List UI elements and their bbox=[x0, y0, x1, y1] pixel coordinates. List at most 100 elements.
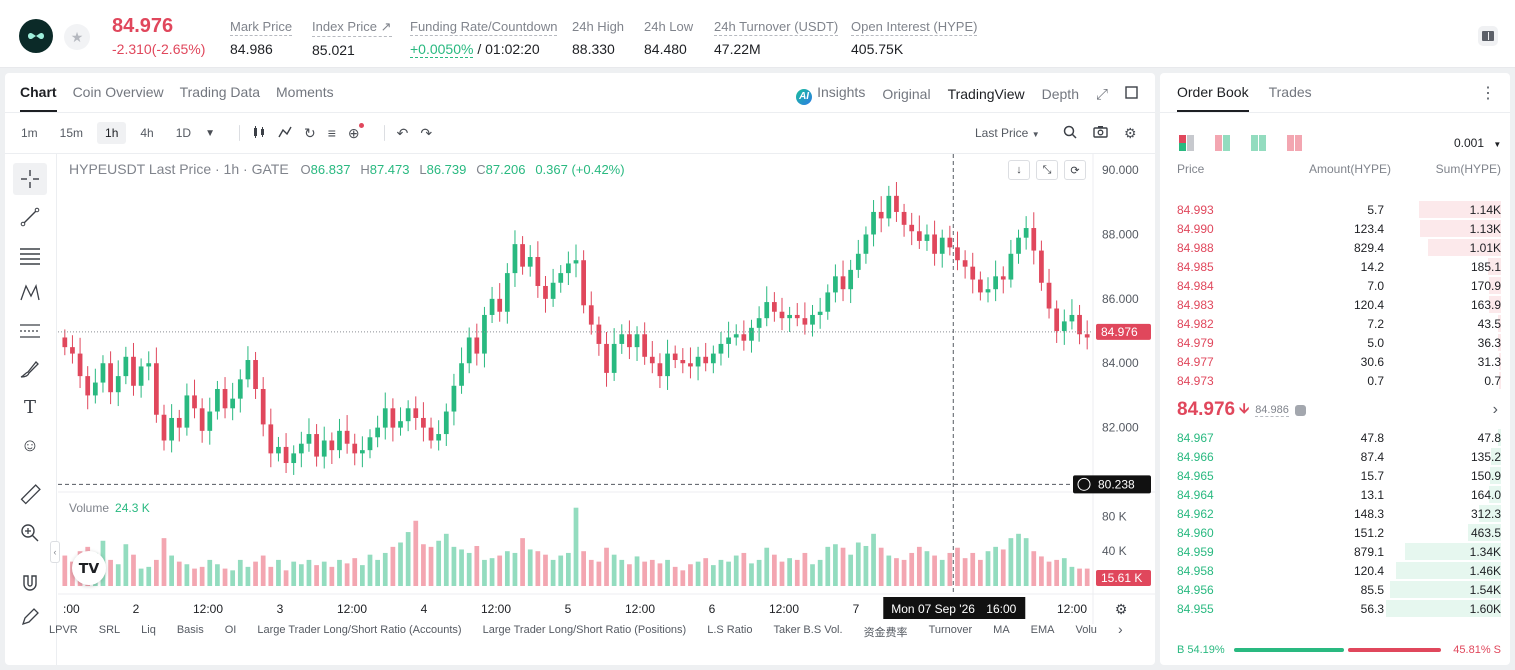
indicator-10[interactable]: Turnover bbox=[928, 624, 973, 636]
interval-1h[interactable]: 1h bbox=[97, 122, 127, 144]
bid-row[interactable]: 84.967 47.8 47.8 bbox=[1160, 428, 1510, 447]
indicator-13[interactable]: Volu bbox=[1075, 624, 1097, 636]
gear-icon[interactable]: ⚙ bbox=[1124, 125, 1137, 141]
chevron-right-icon[interactable]: › bbox=[1492, 401, 1498, 418]
indicator-11[interactable]: MA bbox=[993, 624, 1010, 636]
pattern-icon[interactable] bbox=[13, 277, 47, 309]
candlestick-chart[interactable]: 90.000 88.000 86.000 84.000 82.000 80 K 40 K 84… bbox=[58, 154, 1155, 624]
bid-row[interactable]: 84.960 151.2 463.5 bbox=[1160, 523, 1510, 542]
ruler-icon[interactable] bbox=[13, 479, 47, 511]
indicator-2[interactable]: Liq bbox=[141, 624, 156, 636]
projection-icon[interactable] bbox=[13, 315, 47, 347]
tab-order-book[interactable]: Order Book bbox=[1177, 84, 1249, 112]
add-alert-icon[interactable]: ⊕ bbox=[348, 122, 364, 142]
indicator-3[interactable]: Basis bbox=[176, 624, 204, 636]
mid-price-row[interactable]: 84.976 🡫 84.986 bbox=[1177, 398, 1306, 422]
collapse-toolbar-icon[interactable]: ‹ bbox=[50, 541, 60, 563]
stat-24h-turnover[interactable]: 24h Turnover (USDT) 47.22M bbox=[714, 18, 839, 57]
tab-tradingview[interactable]: TradingView bbox=[947, 86, 1025, 103]
bid-row[interactable]: 84.955 56.3 1.60K bbox=[1160, 599, 1510, 618]
ask-row[interactable]: 84.973 0.7 0.7 bbox=[1160, 371, 1510, 390]
layout-both-icon[interactable] bbox=[1179, 135, 1195, 151]
ask-row[interactable]: 84.985 14.2 185.1 bbox=[1160, 257, 1510, 276]
tab-chart[interactable]: Chart bbox=[20, 84, 57, 112]
bid-row[interactable]: 84.959 879.1 1.34K bbox=[1160, 542, 1510, 561]
fib-lines-icon[interactable] bbox=[13, 239, 47, 271]
ask-row[interactable]: 84.988 829.4 1.01K bbox=[1160, 238, 1510, 257]
tab-original[interactable]: Original bbox=[882, 86, 931, 103]
zoom-in-icon[interactable] bbox=[13, 517, 47, 549]
tab-trades[interactable]: Trades bbox=[1268, 84, 1312, 100]
trend-line-icon[interactable] bbox=[13, 201, 47, 233]
expand-icon[interactable]: ⤢ bbox=[1095, 85, 1108, 103]
bid-row[interactable]: 84.956 85.5 1.54K bbox=[1160, 580, 1510, 599]
ask-row[interactable]: 84.977 30.6 31.3 bbox=[1160, 352, 1510, 371]
layout-asks-icon[interactable] bbox=[1287, 135, 1303, 151]
search-icon[interactable] bbox=[1063, 125, 1077, 142]
interval-15m[interactable]: 15m bbox=[59, 126, 84, 140]
bid-row[interactable]: 84.964 13.1 164.0 bbox=[1160, 485, 1510, 504]
ask-row[interactable]: 84.979 5.0 36.3 bbox=[1160, 333, 1510, 352]
collapse-arrows-icon[interactable]: ⤡ bbox=[1036, 160, 1058, 180]
templates-icon[interactable]: ≡ bbox=[327, 125, 336, 141]
tab-coin-overview[interactable]: Coin Overview bbox=[72, 84, 164, 100]
replay-icon[interactable]: ↻ bbox=[303, 124, 316, 141]
document-icon[interactable] bbox=[1478, 26, 1498, 46]
chevron-right-icon[interactable]: › bbox=[1117, 621, 1123, 637]
emoji-icon[interactable]: ☺ bbox=[20, 434, 40, 455]
text-tool-icon[interactable]: T bbox=[23, 396, 36, 418]
magnet-icon[interactable] bbox=[13, 567, 47, 599]
refresh-icon[interactable]: ⟳ bbox=[1064, 160, 1086, 180]
crosshair-icon[interactable] bbox=[13, 163, 47, 195]
insights-button[interactable]: AI Insights bbox=[796, 84, 865, 105]
tab-moments[interactable]: Moments bbox=[276, 84, 334, 100]
order-sum: 463.5 bbox=[1470, 526, 1501, 540]
pencil-lock-icon[interactable] bbox=[13, 605, 47, 629]
ask-row[interactable]: 84.993 5.7 1.14K bbox=[1160, 200, 1510, 219]
ask-row[interactable]: 84.990 123.4 1.13K bbox=[1160, 219, 1510, 238]
more-menu-icon[interactable]: ⋮ bbox=[1480, 85, 1496, 102]
price-source-select[interactable]: Last Price ▼ bbox=[975, 126, 1040, 140]
indicator-5[interactable]: Large Trader Long/Short Ratio (Accounts) bbox=[257, 624, 462, 636]
brush-icon[interactable] bbox=[13, 353, 47, 385]
favorite-star-icon[interactable]: ★ bbox=[64, 24, 90, 50]
indicators-icon[interactable] bbox=[278, 125, 292, 142]
interval-1m[interactable]: 1m bbox=[21, 126, 38, 140]
tab-depth[interactable]: Depth bbox=[1041, 86, 1079, 103]
redo-icon[interactable]: ↷ bbox=[420, 124, 433, 141]
arrow-down-icon[interactable]: ↓ bbox=[1008, 160, 1030, 180]
depth-bar bbox=[1491, 448, 1501, 465]
camera-icon[interactable] bbox=[1093, 125, 1108, 142]
indicator-4[interactable]: OI bbox=[224, 624, 237, 636]
interval-1d[interactable]: 1D bbox=[175, 126, 192, 140]
candlestick-type-icon[interactable] bbox=[252, 125, 266, 142]
ask-row[interactable]: 84.984 7.0 170.9 bbox=[1160, 276, 1510, 295]
indicator-8[interactable]: Taker B.S Vol. bbox=[773, 624, 843, 636]
indicator-1[interactable]: SRL bbox=[98, 624, 121, 636]
ask-row[interactable]: 84.983 120.4 163.9 bbox=[1160, 295, 1510, 314]
interval-4h[interactable]: 4h bbox=[140, 126, 154, 140]
funding-rate-value[interactable]: +0.0050% bbox=[410, 41, 474, 58]
bid-row[interactable]: 84.965 15.7 150.9 bbox=[1160, 466, 1510, 485]
bid-row[interactable]: 84.962 148.3 312.3 bbox=[1160, 504, 1510, 523]
indicator-0[interactable]: LPVR bbox=[49, 624, 78, 636]
stat-funding-rate[interactable]: Funding Rate/Countdown +0.0050% / 01:02:… bbox=[410, 18, 558, 58]
indicator-6[interactable]: Large Trader Long/Short Ratio (Positions… bbox=[482, 624, 687, 636]
layout-mixed-icon[interactable] bbox=[1215, 135, 1231, 151]
stat-open-interest[interactable]: Open Interest (HYPE) 405.75K bbox=[851, 18, 978, 57]
layout-bids-icon[interactable] bbox=[1251, 135, 1267, 151]
chevron-down-icon[interactable]: ▼ bbox=[205, 127, 215, 139]
precision-select[interactable]: 0.001 ▼ bbox=[1454, 136, 1501, 150]
undo-icon[interactable]: ↶ bbox=[396, 124, 409, 141]
bid-row[interactable]: 84.958 120.4 1.46K bbox=[1160, 561, 1510, 580]
ask-row[interactable]: 84.982 7.2 43.5 bbox=[1160, 314, 1510, 333]
stat-mark-price[interactable]: Mark Price 84.986 bbox=[230, 18, 293, 57]
gear-icon[interactable]: ⚙ bbox=[1115, 602, 1128, 618]
indicator-9[interactable]: 资金费率 bbox=[863, 627, 908, 639]
indicator-7[interactable]: L.S Ratio bbox=[707, 624, 753, 636]
bid-row[interactable]: 84.966 87.4 135.2 bbox=[1160, 447, 1510, 466]
tab-trading-data[interactable]: Trading Data bbox=[179, 84, 261, 100]
stat-index-price[interactable]: Index Price ↗ 85.021 bbox=[312, 18, 392, 58]
indicator-12[interactable]: EMA bbox=[1030, 624, 1055, 636]
window-icon[interactable] bbox=[1125, 86, 1138, 102]
